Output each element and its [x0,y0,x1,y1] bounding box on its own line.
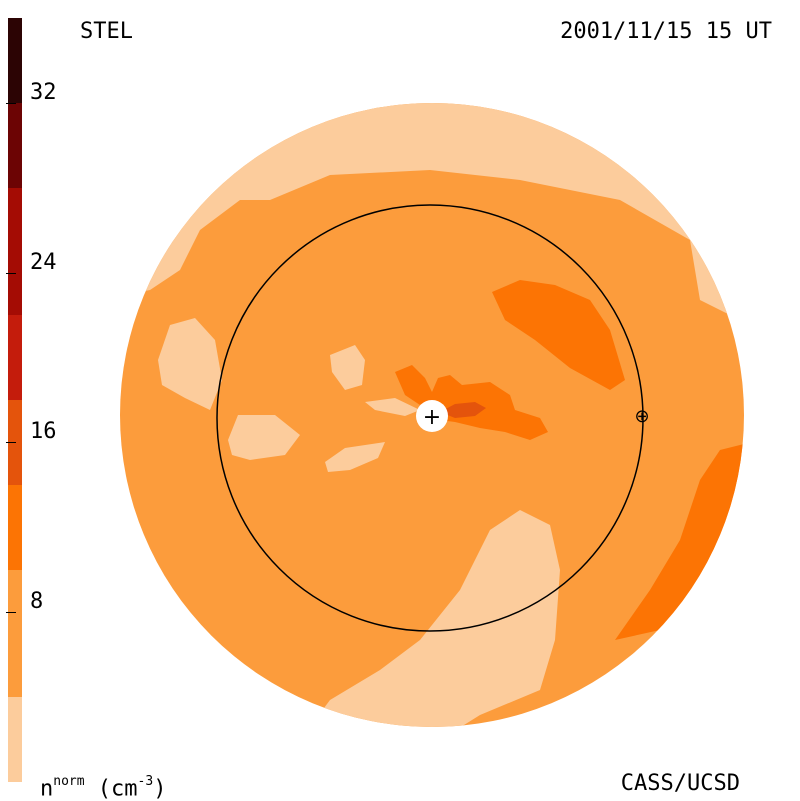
units-label: nnorm (cm-3) [40,774,167,801]
upper-right-mid [492,280,625,390]
color-bar-tick [6,272,16,274]
color-bar-segment [8,484,22,570]
color-bar-segment [8,697,22,782]
sun-marker: + [423,405,441,430]
center-blob-high [440,402,486,418]
datetime-label: 2001/11/15 15 UT [560,19,772,44]
color-bar-tick-label: 32 [30,79,57,105]
color-bar-segment [8,18,22,103]
color-bar-segment [8,187,22,316]
earth-marker: ⊕ [634,406,649,427]
color-bar-tick [6,612,16,614]
bottom-band-low [300,510,560,727]
center-patch-low [330,345,365,390]
source-label: STEL [80,19,133,44]
color-bar-tick [6,102,16,104]
color-bar-tick-label: 24 [30,249,57,275]
left-patch2-low [228,415,300,460]
sun-disk [416,400,448,432]
center-streak-low [365,398,420,416]
color-bar-tick-label: 16 [30,419,57,445]
color-bar-segment [8,569,22,698]
center-patch2-low [325,442,385,472]
earth-orbit-circle [216,204,644,632]
color-bar-tick [6,442,16,444]
color-bar-segment [8,102,22,188]
color-bar-tick-label: 8 [30,589,44,615]
right-edge-mid [615,440,744,640]
color-bar-segment [8,315,22,400]
credit-label: CASS/UCSD [620,771,740,796]
left-patch-low [158,318,222,410]
